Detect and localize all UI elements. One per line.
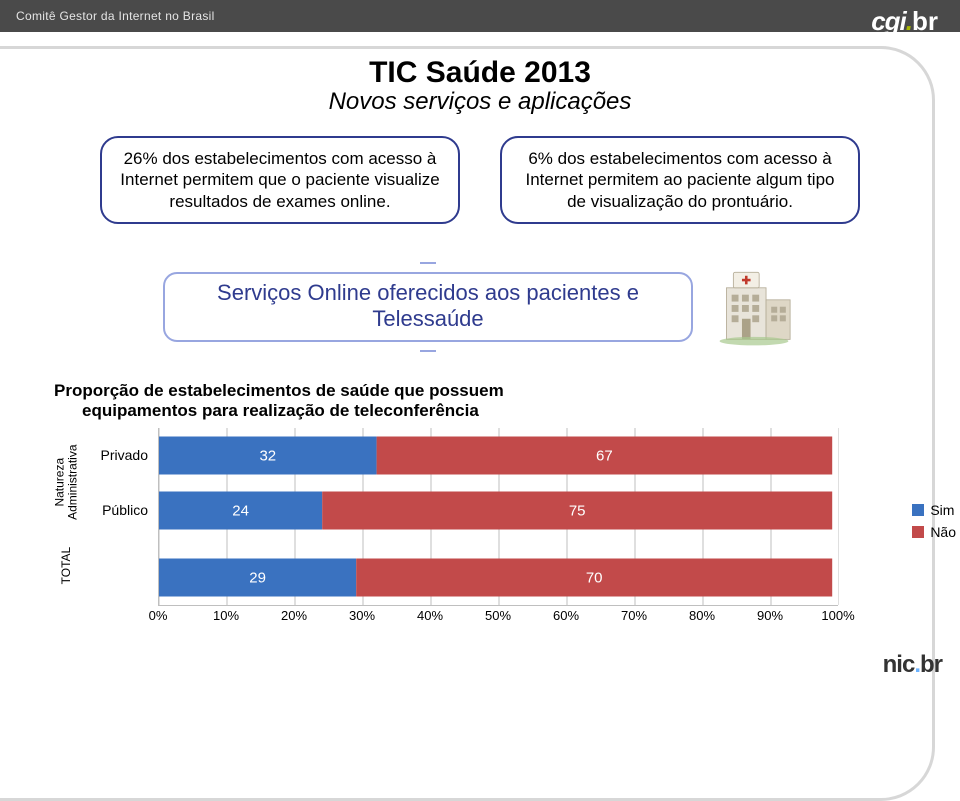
cat-label-publico: Público bbox=[80, 483, 158, 538]
chart-title-line2: equipamentos para realização de teleconf… bbox=[82, 401, 479, 420]
legend: Sim Não bbox=[912, 502, 956, 540]
bar-value-nao-0: 67 bbox=[596, 447, 613, 464]
x-tick-4: 40% bbox=[417, 608, 443, 623]
cat-label-privado: Privado bbox=[80, 428, 158, 483]
chart-title-line1: Proporção de estabelecimentos de saúde q… bbox=[54, 381, 504, 400]
page-title: TIC Saúde 2013 bbox=[40, 56, 920, 90]
page-subtitle: Novos serviços e aplicações bbox=[40, 88, 920, 116]
cgi-logo: cgi.br bbox=[871, 6, 938, 37]
logo-text-main: cgi. bbox=[871, 6, 912, 37]
legend-swatch-nao bbox=[912, 526, 924, 538]
bar-value-sim-1: 24 bbox=[232, 502, 249, 519]
logo-text-suffix: br bbox=[912, 6, 938, 37]
top-bar: Comitê Gestor da Internet no Brasil bbox=[0, 0, 960, 32]
x-tick-5: 50% bbox=[485, 608, 511, 623]
callouts-row: 26% dos estabelecimentos com acesso à In… bbox=[40, 136, 920, 224]
chart-area: NaturezaAdministrativa TOTAL Privado Púb… bbox=[54, 428, 920, 628]
x-tick-3: 30% bbox=[349, 608, 375, 623]
x-tick-0: 0% bbox=[149, 608, 168, 623]
bar-value-nao-1: 75 bbox=[569, 502, 586, 519]
bar-value-sim-2: 29 bbox=[249, 569, 266, 586]
x-tick-6: 60% bbox=[553, 608, 579, 623]
y-group-natureza: NaturezaAdministrativa bbox=[54, 445, 80, 520]
x-axis: 0%10%20%30%40%50%60%70%80%90%100% bbox=[158, 606, 838, 628]
y-category-labels: Privado Público bbox=[80, 428, 158, 628]
legend-item-sim: Sim bbox=[912, 502, 956, 518]
section-label: Serviços Online oferecidos aos pacientes… bbox=[163, 272, 693, 342]
x-tick-8: 80% bbox=[689, 608, 715, 623]
chart-title: Proporção de estabelecimentos de saúde q… bbox=[54, 381, 920, 422]
plot-area: 326724752970 Sim Não bbox=[158, 428, 838, 606]
org-name: Comitê Gestor da Internet no Brasil bbox=[16, 9, 215, 23]
content-area: TIC Saúde 2013 Novos serviços e aplicaçõ… bbox=[40, 50, 920, 628]
title-block: TIC Saúde 2013 Novos serviços e aplicaçõ… bbox=[40, 56, 920, 116]
nic-text-suffix: br bbox=[920, 651, 942, 678]
cat-label-total bbox=[80, 560, 158, 615]
x-tick-9: 90% bbox=[757, 608, 783, 623]
callout-left: 26% dos estabelecimentos com acesso à In… bbox=[100, 136, 460, 224]
hospital-icon bbox=[711, 262, 797, 353]
y-group-labels: NaturezaAdministrativa TOTAL bbox=[54, 428, 80, 628]
section-row: Serviços Online oferecidos aos pacientes… bbox=[40, 262, 920, 353]
x-tick-7: 70% bbox=[621, 608, 647, 623]
nic-logo: nic.br bbox=[883, 651, 942, 679]
bar-value-sim-0: 32 bbox=[259, 447, 276, 464]
bar-chart-svg: 32 67 24 75 29 70 bbox=[159, 428, 839, 605]
callout-right: 6% dos estabelecimentos com acesso à Int… bbox=[500, 136, 860, 224]
legend-label-nao: Não bbox=[930, 524, 956, 540]
x-tick-1: 10% bbox=[213, 608, 239, 623]
y-group-total: TOTAL bbox=[60, 547, 73, 585]
legend-swatch-sim bbox=[912, 504, 924, 516]
legend-item-nao: Não bbox=[912, 524, 956, 540]
x-tick-10: 100% bbox=[821, 608, 854, 623]
x-tick-2: 20% bbox=[281, 608, 307, 623]
nic-text-main: nic bbox=[883, 651, 915, 678]
bar-value-nao-2: 70 bbox=[586, 569, 603, 586]
legend-label-sim: Sim bbox=[930, 502, 954, 518]
